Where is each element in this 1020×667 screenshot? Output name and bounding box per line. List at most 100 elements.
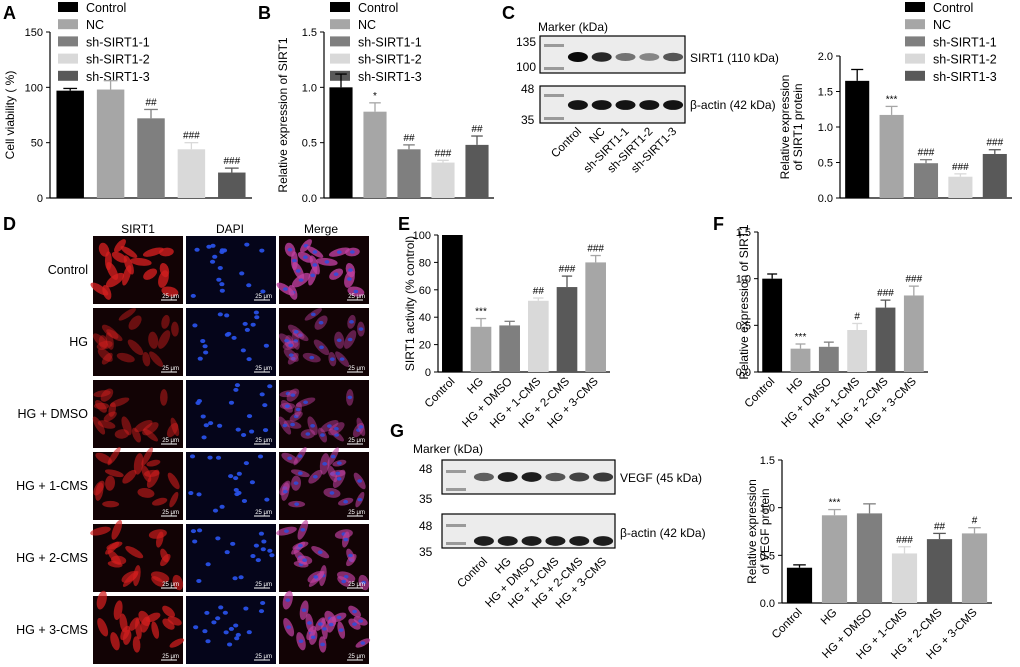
blot-band xyxy=(639,53,660,61)
cell xyxy=(127,339,144,356)
cell xyxy=(169,491,179,508)
nucleus xyxy=(226,642,233,647)
nucleus xyxy=(262,428,269,433)
nucleus xyxy=(286,625,292,630)
nucleus xyxy=(257,454,264,459)
nucleus xyxy=(349,250,355,254)
y-tick-label: 0.0 xyxy=(736,367,751,379)
nucleus xyxy=(343,499,349,504)
nucleus xyxy=(232,576,238,581)
legend-entry: Control xyxy=(358,1,398,15)
nucleus xyxy=(327,424,332,428)
blot-g-top-label: VEGF (45 kDa) xyxy=(620,471,702,485)
cell xyxy=(161,314,170,329)
y-tick-label: 1.5 xyxy=(736,227,751,239)
cell xyxy=(106,329,123,342)
cell xyxy=(108,402,117,417)
cell xyxy=(93,402,110,410)
nucleus xyxy=(234,492,240,497)
nucleus xyxy=(215,455,222,460)
nucleus xyxy=(235,427,241,432)
nucleus xyxy=(361,580,367,585)
nucleus xyxy=(194,247,200,252)
nucleus xyxy=(313,575,319,579)
nucleus xyxy=(357,497,363,502)
nucleus xyxy=(238,575,244,580)
cell xyxy=(101,324,119,339)
legend-top-right: Control NC sh-SIRT1-1 sh-SIRT1-2 sh-SIRT1-3 xyxy=(905,1,997,84)
nucleus xyxy=(236,471,242,476)
nucleus xyxy=(338,628,344,632)
micro-row-label: HG + 1-CMS xyxy=(16,479,88,493)
nucleus xyxy=(219,282,225,287)
legend-swatch xyxy=(905,70,925,81)
legend-swatch xyxy=(330,36,350,47)
cell xyxy=(105,272,125,288)
y-tick-label: 1.0 xyxy=(736,274,751,286)
blot-band xyxy=(663,52,684,62)
nucleus xyxy=(267,548,273,553)
nucleus xyxy=(223,630,229,635)
significance-mark: ## xyxy=(934,521,946,532)
y-tick-label: 1.5 xyxy=(302,27,317,39)
cell xyxy=(106,541,123,550)
ladder-band xyxy=(544,94,564,97)
nucleus xyxy=(310,423,316,428)
blot-c-top-label: SIRT1 (110 kDa) xyxy=(690,51,779,65)
nucleus xyxy=(319,345,324,350)
nucleus xyxy=(293,414,299,419)
legend-top-left: Control NC sh-SIRT1-1 sh-SIRT1-2 sh-SIRT1-3 xyxy=(58,1,150,84)
y-axis-label: Relative expression xyxy=(745,479,759,584)
cell xyxy=(119,613,128,633)
bar xyxy=(847,330,868,372)
legend-swatch xyxy=(330,53,350,64)
scale-bar-label: 25 μm xyxy=(255,582,272,588)
nucleus xyxy=(217,266,223,271)
cell xyxy=(97,617,109,637)
micro-sirt1: 25 μm xyxy=(92,380,183,448)
y-tick-label: 0.0 xyxy=(760,598,775,610)
nucleus xyxy=(333,426,339,431)
cell xyxy=(133,453,144,475)
nucleus xyxy=(292,258,297,263)
micro-col-sirt1: SIRT1 xyxy=(121,222,155,236)
ladder-band xyxy=(544,44,564,47)
nucleus xyxy=(356,428,361,432)
nucleus xyxy=(288,353,294,357)
nucleus xyxy=(336,461,342,465)
nucleus xyxy=(310,273,316,278)
legend-swatch xyxy=(58,70,78,81)
nucleus xyxy=(197,356,203,361)
legend-swatch xyxy=(905,53,925,64)
x-tick-label: Control xyxy=(770,607,805,642)
micro-bg xyxy=(93,380,183,448)
nucleus xyxy=(293,339,299,343)
y-tick-label: 1.5 xyxy=(818,87,833,99)
nucleus xyxy=(235,632,241,637)
nucleus xyxy=(347,277,352,281)
x-tick-label: HG xyxy=(785,376,806,397)
micro-row-label: HG + 2-CMS xyxy=(16,551,88,565)
scale-bar-label: 25 μm xyxy=(162,510,179,516)
cell xyxy=(160,548,169,563)
cell xyxy=(95,482,104,501)
bar xyxy=(879,114,904,198)
nucleus xyxy=(208,421,214,426)
nucleus xyxy=(201,435,207,440)
blot-g-bottom-label: β-actin (42 kDa) xyxy=(620,526,706,540)
legend-entry: sh-SIRT1-2 xyxy=(358,53,422,67)
cell xyxy=(103,411,117,422)
nucleus xyxy=(250,554,256,559)
nucleus xyxy=(246,357,252,362)
scale-bar-label: 25 μm xyxy=(348,294,365,300)
significance-mark: ### xyxy=(559,264,576,275)
bar xyxy=(926,539,953,603)
significance-mark: ### xyxy=(918,148,935,159)
micro-dapi: 25 μm xyxy=(186,524,276,592)
nucleus xyxy=(202,344,208,349)
nucleus xyxy=(317,622,323,626)
micro-sirt1: 25 μm xyxy=(90,236,183,304)
